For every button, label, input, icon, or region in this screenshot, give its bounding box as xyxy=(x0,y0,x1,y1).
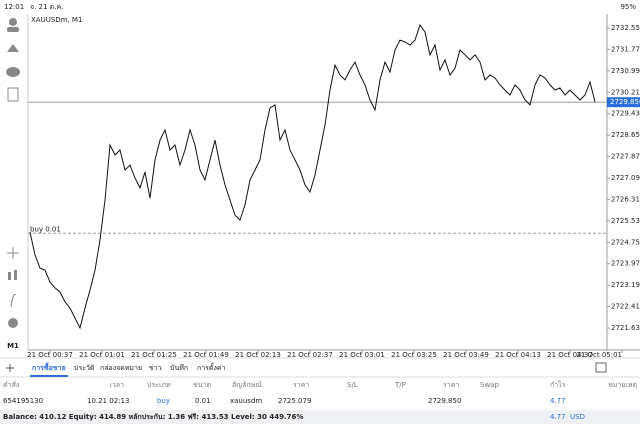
new-order-icon[interactable] xyxy=(7,87,19,102)
x-tick-label: 21 Oct 01:25 xyxy=(131,351,177,359)
order-id[interactable]: 654195130 xyxy=(3,397,43,405)
account-icon-body xyxy=(7,27,19,32)
chart-type-icon-2 xyxy=(14,270,17,280)
crosshair-icon[interactable] xyxy=(7,247,19,259)
column-header: ราคา xyxy=(293,381,309,389)
order-volume: 0.01 xyxy=(195,397,211,405)
open-price: 2725.079 xyxy=(278,397,311,405)
column-header: S/L xyxy=(347,381,358,389)
column-header: T/P xyxy=(394,381,406,389)
order-type: buy xyxy=(157,397,170,405)
column-header: Swap xyxy=(480,381,499,389)
y-tick-label: 2731.770 xyxy=(611,45,640,53)
column-header: คำสั่ง xyxy=(3,380,19,389)
account-summary: Balance: 410.12 Equity: 414.89 หลักประกั… xyxy=(3,413,303,421)
tab[interactable]: การตั้งค่า xyxy=(197,361,226,372)
trade-icon[interactable] xyxy=(7,44,19,52)
status-date: จ. 21 ต.ค. xyxy=(30,3,63,11)
tab[interactable]: ประวัติ xyxy=(74,364,95,372)
bid-label: 2729.850 xyxy=(610,98,640,106)
status-time: 12:01 xyxy=(4,3,24,11)
chart-type-icon[interactable] xyxy=(8,272,11,280)
order-label: buy 0.01 xyxy=(30,225,61,233)
y-tick-label: 2724.750 xyxy=(611,238,640,246)
column-header: หมายเหตุ xyxy=(608,381,637,389)
column-header: ประเภท xyxy=(147,381,171,389)
total-profit: 4.77 xyxy=(550,413,566,421)
column-header: ขนาด xyxy=(193,381,211,389)
y-tick-label: 2725.530 xyxy=(611,217,640,225)
x-tick-label: 21 Oct 03:25 xyxy=(391,351,437,359)
y-tick-label: 2730.210 xyxy=(611,88,640,96)
y-tick-label: 2726.310 xyxy=(611,195,640,203)
x-tick-label: 21 Oct 04:13 xyxy=(495,351,541,359)
timeframe[interactable]: M1 xyxy=(7,342,19,350)
tab[interactable]: ข่าว xyxy=(149,364,162,372)
tab[interactable]: การซื้อขาย xyxy=(32,361,66,372)
current-price: 2729.850 xyxy=(428,397,461,405)
y-tick-label: 2723.190 xyxy=(611,281,640,289)
add-button[interactable] xyxy=(6,364,14,372)
indicator-icon[interactable] xyxy=(10,294,17,308)
status-bar xyxy=(0,0,640,14)
panel-toggle[interactable] xyxy=(595,362,607,373)
x-tick-label: 21 Oct 03:01 xyxy=(339,351,385,359)
order-profit: 4.77 xyxy=(550,397,566,405)
y-tick-label: 2730.990 xyxy=(611,67,640,75)
y-tick-label: 2723.970 xyxy=(611,260,640,268)
y-tick-label: 2721.630 xyxy=(611,324,640,332)
chart-title: XAUUSDm, M1 xyxy=(31,16,82,24)
y-tick-label: 2722.410 xyxy=(611,303,640,311)
x-tick-label: 21 Oct 02:37 xyxy=(287,351,333,359)
battery: 95% xyxy=(620,3,636,11)
x-tick-label: 21 Oct 04:37 xyxy=(547,351,593,359)
tab[interactable]: กล่องจดหมาย xyxy=(100,364,142,372)
price-line xyxy=(29,23,596,330)
bid-label-bg xyxy=(607,97,640,108)
x-tick-label: 21 Oct 01:01 xyxy=(79,351,125,359)
active-tab-indicator xyxy=(30,375,68,377)
x-tick-label: 21 Oct 00:37 xyxy=(27,351,73,359)
x-tick-label: 21 Oct 02:13 xyxy=(235,351,281,359)
y-tick-label: 2728.650 xyxy=(611,131,640,139)
column-header: กำไร xyxy=(550,380,566,389)
currency: USD xyxy=(570,413,585,421)
tab[interactable]: บันทึก xyxy=(170,363,188,372)
x-tick-label: 21 Oct 05:01 xyxy=(576,351,622,359)
y-tick-label: 2732.550 xyxy=(611,24,640,32)
objects-icon[interactable] xyxy=(8,318,18,328)
column-header: เวลา xyxy=(109,381,124,389)
order-symbol: xauusdm xyxy=(230,397,262,405)
column-header: สัญลักษณ์ xyxy=(232,381,262,389)
x-tick-label: 21 Oct 01:49 xyxy=(183,351,229,359)
footer-bar xyxy=(0,410,640,424)
account-icon[interactable] xyxy=(9,18,17,26)
order-time: 10.21 02:13 xyxy=(87,397,129,405)
x-tick-label: 21 Oct 03:49 xyxy=(443,351,489,359)
chat-icon[interactable] xyxy=(6,67,20,77)
toolbar xyxy=(6,18,20,328)
y-tick-label: 2729.430 xyxy=(611,110,640,118)
column-header: ราคา xyxy=(443,381,459,389)
y-tick-label: 2727.870 xyxy=(611,153,640,161)
y-tick-label: 2727.090 xyxy=(611,174,640,182)
